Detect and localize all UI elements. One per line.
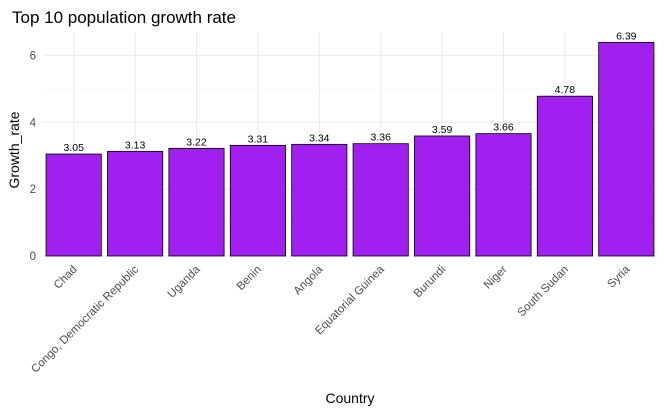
- y-tick-label: 0: [30, 251, 36, 263]
- data-label: 3.66: [493, 122, 514, 134]
- x-tick-label: Congo, Democratic Republic: [29, 263, 141, 375]
- x-tick-label: Angola: [292, 263, 326, 297]
- bar: [291, 143, 348, 257]
- data-label: 4.78: [555, 84, 576, 96]
- x-tick-label: Niger: [482, 264, 510, 292]
- bars: [45, 41, 655, 257]
- data-label: 3.59: [432, 124, 453, 136]
- y-tick-label: 2: [30, 184, 36, 196]
- bar: [352, 143, 409, 257]
- x-tick-label: Equatorial Guinea: [313, 263, 387, 337]
- data-label: 3.05: [63, 142, 84, 154]
- data-label: 3.31: [248, 133, 269, 145]
- x-tick-label: Benin: [235, 264, 264, 293]
- x-tick-label: South Sudan: [516, 264, 572, 320]
- data-label: 3.13: [125, 139, 146, 151]
- x-tick-label: Burundi: [412, 264, 449, 301]
- data-label: 3.34: [309, 132, 330, 144]
- bar: [45, 153, 102, 257]
- bar: [107, 150, 164, 257]
- y-tick-label: 6: [30, 50, 36, 62]
- bar: [168, 147, 225, 257]
- bar: [414, 135, 471, 257]
- bar: [229, 144, 286, 257]
- y-axis-ticks: 0 2 4 6: [30, 50, 37, 263]
- bar: [475, 133, 532, 257]
- x-tick-label: Uganda: [166, 263, 203, 300]
- y-tick-label: 4: [30, 117, 37, 129]
- chart-title: Top 10 population growth rate: [12, 8, 236, 27]
- x-tick-label: Chad: [52, 264, 80, 292]
- x-axis-title: Country: [325, 390, 374, 406]
- data-label: 3.36: [370, 132, 391, 144]
- bar: [598, 41, 655, 257]
- data-labels: 3.05 3.13 3.22 3.31 3.34 3.36 3.59 3.66 4.78 6.39: [63, 30, 636, 154]
- x-tick-label: Syria: [605, 263, 632, 290]
- bar: [536, 95, 593, 257]
- y-axis-title: Growth_rate: [6, 111, 22, 188]
- data-label: 3.22: [186, 136, 207, 148]
- data-label: 6.39: [616, 30, 637, 42]
